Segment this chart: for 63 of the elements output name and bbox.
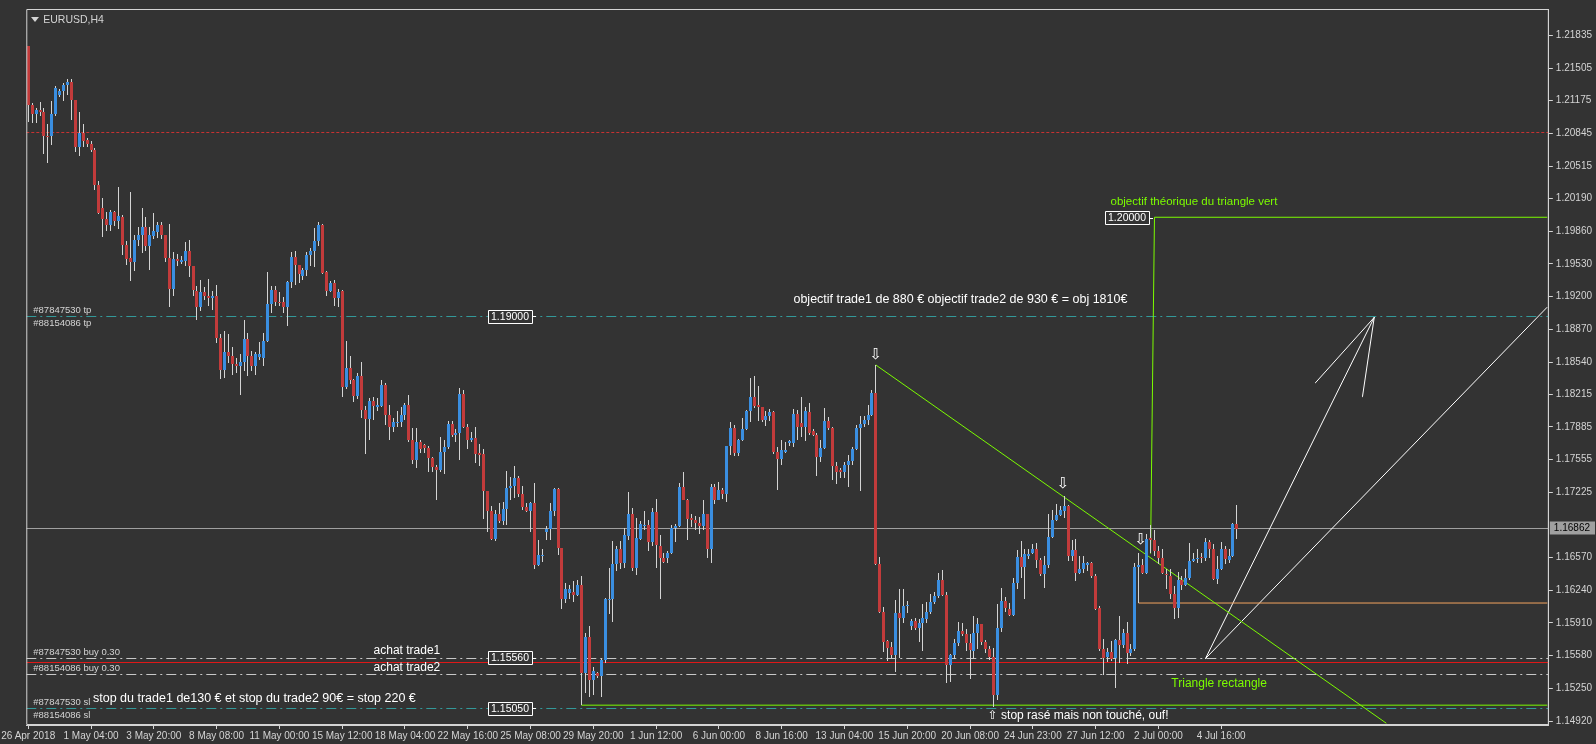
x-tick-label: 18 May 04:00 <box>374 729 436 741</box>
annotation: stop du trade1 de130 € et stop du trade2 90€ = stop 220 € <box>92 690 416 705</box>
ref-line-label: 1.16862 <box>1553 522 1591 534</box>
annotation: #88154086 sl <box>33 709 91 721</box>
y-tick-label: 1.19530 <box>1555 257 1593 269</box>
x-tick-label: 22 May 16:00 <box>437 729 499 741</box>
x-tick-label: 1 Jun 12:00 <box>629 729 683 741</box>
annotation: 1.15050 <box>491 702 530 715</box>
y-tick-label: 1.19860 <box>1555 224 1593 236</box>
annotation: achat trade1 <box>373 643 441 658</box>
annotation: #88154086 tp <box>33 317 92 329</box>
y-tick-label: 1.15580 <box>1555 649 1593 661</box>
ref-line-label: #87847530 buy 0.30 <box>33 646 120 658</box>
y-tick-label: 1.19200 <box>1555 290 1593 302</box>
chart-title: EURUSD,H4 <box>43 12 105 25</box>
ref-line-label: #87847530 sl <box>33 696 91 708</box>
annotation: ⇩ <box>1056 473 1070 492</box>
annotation: 1.20000 <box>1108 211 1147 224</box>
x-tick-label: 3 May 20:00 <box>126 729 182 741</box>
y-tick-label: 1.18870 <box>1555 323 1593 335</box>
annotation: 1.15560 <box>491 651 530 664</box>
y-tick-label: 1.20845 <box>1555 127 1593 139</box>
ref-line-label: #87847530 tp <box>33 304 92 316</box>
annotation: 1.19000 <box>491 310 530 323</box>
annotation: Triangle rectangle <box>1171 675 1268 690</box>
annotation: ⇧ stop rasé mais non touché, ouf! <box>987 708 1169 722</box>
y-tick-label: 1.15910 <box>1555 616 1593 628</box>
x-tick-label: 1 May 04:00 <box>63 729 119 741</box>
y-tick-label: 1.21505 <box>1555 61 1593 73</box>
x-tick-label: 20 Jun 08:00 <box>941 729 1000 741</box>
x-tick-label: 4 Jul 16:00 <box>1196 729 1247 741</box>
x-tick-label: 2 Jul 00:00 <box>1133 729 1184 741</box>
x-tick-label: 11 May 00:00 <box>249 729 310 741</box>
x-tick-label: 8 May 08:00 <box>189 729 245 741</box>
y-tick-label: 1.21835 <box>1555 29 1593 41</box>
y-tick-label: 1.15250 <box>1555 682 1593 694</box>
y-tick-label: 1.20190 <box>1555 192 1593 204</box>
x-tick-label: 15 May 12:00 <box>311 729 373 741</box>
y-tick-label: 1.17555 <box>1555 453 1593 465</box>
annotation: ⇩ <box>1134 530 1148 549</box>
y-tick-label: 1.16240 <box>1555 583 1593 595</box>
x-tick-label: 6 Jun 00:00 <box>692 729 746 741</box>
x-tick-label: 26 Apr 2018 <box>1 729 56 741</box>
x-tick-label: 29 May 20:00 <box>563 729 625 741</box>
annotation: objectif trade1 de 880 € objectif trade2 de 930 € = obj 1810€ <box>793 292 1128 307</box>
y-tick-label: 1.17885 <box>1555 420 1593 432</box>
x-tick-label: 15 Jun 20:00 <box>878 729 937 741</box>
y-tick-label: 1.18215 <box>1555 388 1593 400</box>
y-tick-label: 1.20515 <box>1555 159 1593 171</box>
x-tick-label: 13 Jun 04:00 <box>815 729 874 741</box>
x-tick-label: 27 Jun 12:00 <box>1066 729 1125 741</box>
x-tick-label: 8 Jun 16:00 <box>755 729 809 741</box>
ref-line-label: #88154086 buy 0.30 <box>33 662 120 674</box>
y-tick-label: 1.18540 <box>1555 355 1593 367</box>
annotation: objectif théorique du triangle vert <box>1110 195 1279 208</box>
x-tick-label: 24 Jun 23:00 <box>1003 729 1063 741</box>
y-tick-label: 1.21175 <box>1555 94 1592 106</box>
annotation: achat trade2 <box>373 660 441 675</box>
annotation: ⇩ <box>869 345 883 364</box>
y-tick-label: 1.16570 <box>1555 551 1593 563</box>
y-tick-label: 1.14920 <box>1555 714 1593 726</box>
x-tick-label: 25 May 08:00 <box>500 729 562 741</box>
y-tick-label: 1.17225 <box>1555 486 1593 498</box>
